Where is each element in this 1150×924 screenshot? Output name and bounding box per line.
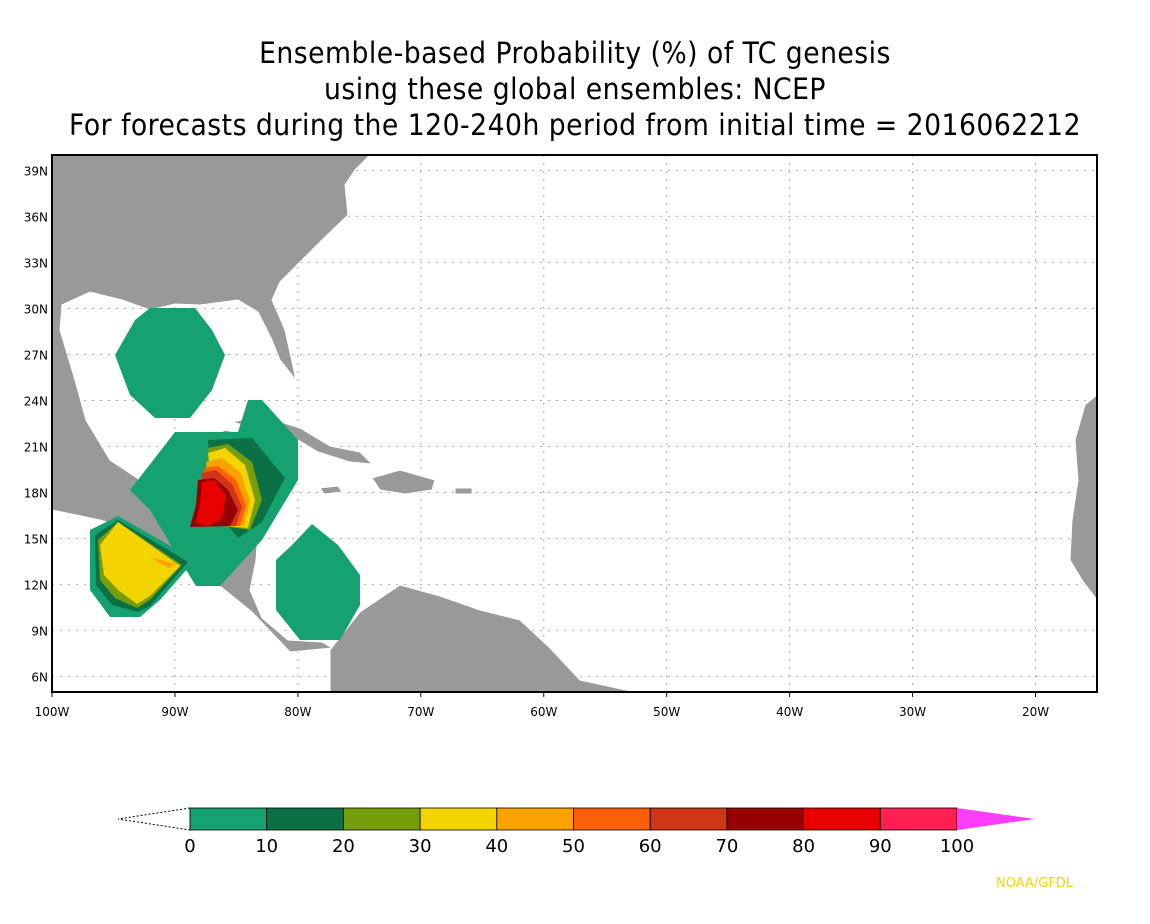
colorbar-swatch bbox=[496, 807, 574, 831]
africa bbox=[1069, 394, 1097, 601]
colorbar-label: 0 bbox=[184, 836, 195, 857]
colorbar-swatch bbox=[189, 807, 268, 831]
credit-label: NOAA/GFDL bbox=[996, 876, 1074, 891]
lat-tick-label: 12N bbox=[24, 579, 48, 593]
title-line-1: Ensemble-based Probability (%) of TC gen… bbox=[259, 36, 891, 70]
lat-tick-label: 6N bbox=[31, 671, 48, 685]
colorbar-label: 80 bbox=[792, 836, 815, 857]
lat-tick-label: 18N bbox=[24, 487, 48, 501]
colorbar-label: 100 bbox=[940, 836, 974, 857]
land bbox=[52, 155, 1097, 692]
lat-tick-label: 9N bbox=[31, 625, 48, 639]
colorbar-label: 20 bbox=[332, 836, 355, 857]
contour-80-90 bbox=[196, 480, 226, 527]
lon-tick-label: 90W bbox=[161, 705, 188, 719]
lon-tick-label: 40W bbox=[776, 705, 803, 719]
colorbar-label: 40 bbox=[485, 836, 508, 857]
lat-tick-label: 21N bbox=[24, 441, 48, 455]
colorbar-swatch bbox=[803, 807, 881, 831]
title-line-3: For forecasts during the 120-240h period… bbox=[68, 108, 1082, 142]
colorbar-swatch bbox=[266, 807, 344, 831]
hispaniola bbox=[371, 469, 436, 495]
lon-tick-label: 70W bbox=[407, 705, 434, 719]
lat-tick-label: 15N bbox=[24, 533, 48, 547]
colorbar-label: 30 bbox=[409, 836, 432, 857]
lat-tick-label: 24N bbox=[24, 394, 48, 408]
south-america bbox=[329, 584, 636, 692]
puerto-rico bbox=[454, 487, 473, 495]
colorbar-label: 10 bbox=[255, 836, 278, 857]
colorbar-label: 90 bbox=[869, 836, 892, 857]
colorbar-swatch bbox=[342, 807, 421, 831]
colorbar-label: 60 bbox=[639, 836, 662, 857]
colorbar-swatch bbox=[879, 807, 958, 831]
contour-pacific-30-40 bbox=[100, 522, 180, 604]
jamaica bbox=[319, 485, 343, 495]
colorbar-swatch bbox=[726, 807, 805, 831]
colorbar-swatch bbox=[419, 807, 498, 831]
lat-tick-label: 30N bbox=[24, 302, 48, 316]
colorbar-label: 70 bbox=[715, 836, 738, 857]
contour-gulf-0-10 bbox=[115, 308, 225, 418]
longitude-labels: 100W 90W 80W 70W 60W 50W 40W 30W 20W bbox=[35, 692, 1049, 719]
colorbar-label: 50 bbox=[562, 836, 585, 857]
colorbar: 0 10 20 30 40 50 60 70 80 90 100 bbox=[117, 807, 1035, 857]
probability-contours bbox=[90, 308, 360, 640]
lat-tick-label: 39N bbox=[24, 164, 48, 178]
colorbar-swatch bbox=[649, 807, 728, 831]
lon-tick-label: 20W bbox=[1022, 705, 1049, 719]
latitude-labels: 39N 36N 33N 30N 27N 24N 21N 18N 15N 12N 9N 6N bbox=[24, 164, 48, 684]
lon-tick-label: 60W bbox=[530, 705, 557, 719]
lon-tick-label: 50W bbox=[653, 705, 680, 719]
contour-caribbean-0-10 bbox=[276, 524, 360, 640]
lon-tick-label: 30W bbox=[899, 705, 926, 719]
lon-tick-label: 100W bbox=[35, 705, 70, 719]
colorbar-under-triangle bbox=[117, 807, 191, 831]
lat-tick-label: 33N bbox=[24, 256, 48, 270]
lat-tick-label: 27N bbox=[24, 348, 48, 362]
lon-tick-label: 80W bbox=[284, 705, 311, 719]
colorbar-over-triangle bbox=[957, 808, 1035, 830]
contour-pacific-40-50 bbox=[150, 557, 176, 568]
map-frame bbox=[51, 154, 1098, 693]
title-line-2: using these global ensembles: NCEP bbox=[324, 72, 826, 106]
colorbar-swatch bbox=[573, 807, 651, 831]
lat-tick-label: 36N bbox=[24, 210, 48, 224]
